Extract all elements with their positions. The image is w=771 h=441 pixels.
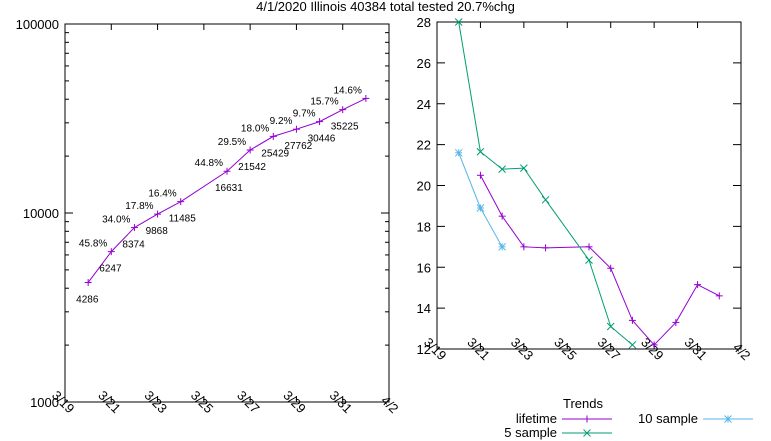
legend-title: Trends (563, 396, 603, 411)
pct-change-label: 9.7% (293, 109, 316, 120)
right-xtick-label: 3/19 (421, 335, 450, 364)
left-xtick-label: 3/19 (49, 388, 78, 417)
left-xtick-label: 3/27 (234, 388, 263, 417)
left-chart-total-tested: 1000 10000 100000 3/19 3/21 3/23 3/25 3/27 3/29 3… (16, 17, 402, 416)
left-ytick-label: 10000 (23, 206, 59, 221)
legend-label-lifetime: lifetime (516, 411, 557, 426)
10-sample-line (458, 152, 503, 248)
left-ytick-label: 100000 (16, 17, 59, 32)
right-xtick-label: 3/21 (464, 335, 493, 364)
pct-change-label: 34.0% (102, 215, 130, 226)
left-xtick-label: 3/25 (188, 388, 217, 417)
total-tested-line (87, 97, 367, 283)
pct-change-label: 17.8% (125, 201, 153, 212)
right-ytick-label: 26 (417, 56, 431, 71)
lifetime-line (479, 175, 720, 346)
count-label: 9868 (146, 226, 169, 237)
left-xtick-label: 4/2 (378, 393, 401, 416)
pct-change-label: 45.8% (79, 239, 107, 250)
5-sample-point-d2 (606, 322, 615, 331)
count-label: 4286 (76, 295, 99, 306)
pct-change-label: 9.2% (270, 116, 293, 127)
right-xtick-label: 3/29 (638, 335, 667, 364)
right-xtick-label: 3/31 (682, 335, 711, 364)
count-label: 8374 (122, 240, 145, 251)
left-xtick-label: 3/29 (280, 388, 309, 417)
5-sample-point-d2 (520, 164, 528, 172)
pct-change-label: 15.7% (310, 97, 338, 108)
5-sample-point-d2 (541, 195, 550, 204)
5-sample-point-d2 (585, 256, 593, 264)
right-ytick-label: 14 (417, 301, 431, 316)
pct-change-label: 16.4% (148, 189, 176, 200)
count-label: 21542 (238, 162, 266, 173)
count-label: 27762 (284, 141, 312, 152)
legend-label-10-sample: 10 sample (638, 411, 698, 426)
right-ytick-label: 16 (417, 260, 431, 275)
count-label: 35225 (331, 122, 359, 133)
5-sample-point-d2 (498, 165, 506, 174)
5-sample-point-d2 (628, 341, 637, 349)
10-sample-point-d2 (454, 148, 463, 157)
right-ytick-label: 22 (417, 138, 431, 153)
10-sample-point-d2 (476, 204, 485, 212)
left-xtick-label: 3/31 (327, 388, 356, 417)
count-label: 6247 (99, 264, 122, 275)
left-ytick-label: 1000 (30, 395, 59, 410)
right-plot-frame (436, 21, 742, 350)
pct-change-label: 44.8% (195, 158, 223, 169)
10-sample-point-d2 (498, 242, 506, 251)
right-ytick-label: 24 (417, 97, 431, 112)
pct-change-label: 29.5% (218, 137, 246, 148)
right-xtick-label: 4/2 (730, 340, 753, 363)
pct-change-label: 18.0% (241, 123, 269, 134)
legend-label-5-sample: 5 sample (504, 425, 557, 440)
count-label: 30446 (308, 134, 336, 145)
legend-marker-5-sample-d2 (583, 429, 591, 437)
left-plot-frame (64, 23, 390, 403)
right-ytick-label: 18 (417, 219, 431, 234)
left-xtick-label: 3/21 (95, 388, 124, 417)
right-ytick-label: 20 (417, 179, 431, 194)
legend-marker-10-sample-d2 (724, 415, 732, 423)
5-sample-line (458, 21, 633, 346)
count-label: 25429 (261, 148, 289, 159)
right-xtick-label: 3/23 (508, 335, 537, 364)
pct-change-label: 14.6% (333, 85, 361, 96)
5-sample-point-d2 (476, 147, 485, 156)
right-ytick-label: 28 (417, 15, 431, 30)
right-ytick-label: 12 (417, 342, 431, 357)
right-chart-trends: 12 14 16 18 20 22 24 26 28 3/19 3/21 3/23 3/25 3/27 3/… (417, 15, 754, 440)
5-sample-point-d2 (454, 18, 463, 26)
right-xtick-label: 3/25 (551, 335, 580, 364)
left-xtick-label: 3/23 (142, 388, 171, 417)
count-label: 16631 (215, 183, 243, 194)
chart-title: 4/1/2020 Illinois 40384 total tested 20.… (256, 0, 515, 14)
count-label: 11485 (169, 214, 197, 225)
right-xtick-label: 3/27 (595, 335, 624, 364)
